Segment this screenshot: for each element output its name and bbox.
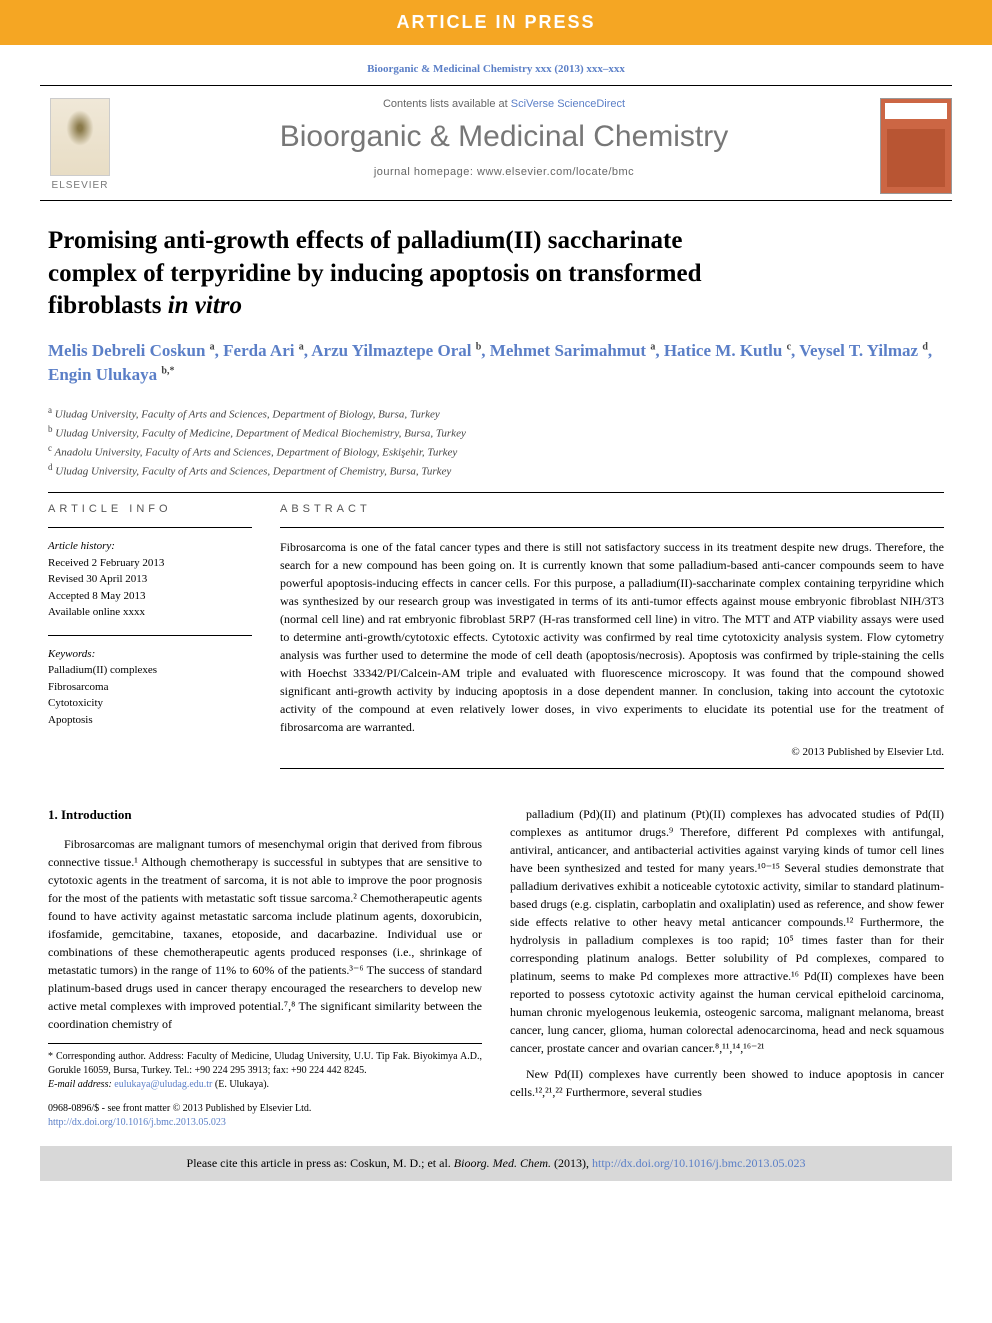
elsevier-label: ELSEVIER [40, 180, 120, 191]
author-email-link[interactable]: eulukaya@uludag.edu.tr [114, 1079, 212, 1090]
article-info-column: ARTICLE INFO Article history: Received 2… [48, 503, 252, 779]
title-line-3-pre: fibroblasts [48, 292, 168, 319]
title-line-3-italic: in vitro [168, 292, 242, 319]
keyword-item: Cytotoxicity [48, 695, 252, 712]
journal-homepage: journal homepage: www.elsevier.com/locat… [140, 166, 868, 178]
article-info-label: ARTICLE INFO [48, 503, 252, 515]
header-center: Contents lists available at SciVerse Sci… [140, 98, 868, 178]
keywords-block: Keywords: Palladium(II) complexes Fibros… [48, 646, 252, 729]
keyword-item: Palladium(II) complexes [48, 662, 252, 679]
history-header: Article history: [48, 538, 252, 555]
keyword-item: Fibrosarcoma [48, 679, 252, 696]
history-online: Available online xxxx [48, 604, 252, 621]
section-heading-intro: 1. Introduction [48, 805, 482, 825]
email-label: E-mail address: [48, 1079, 114, 1090]
intro-paragraph-3: New Pd(II) complexes have currently been… [510, 1065, 944, 1101]
article-in-press-banner: ARTICLE IN PRESS [0, 0, 992, 45]
rule-info-1 [48, 527, 252, 528]
cite-doi-link[interactable]: http://dx.doi.org/10.1016/j.bmc.2013.05.… [592, 1156, 805, 1170]
top-citation: Bioorganic & Medicinal Chemistry xxx (20… [0, 45, 992, 85]
history-revised: Revised 30 April 2013 [48, 571, 252, 588]
keywords-header: Keywords: [48, 646, 252, 663]
journal-name: Bioorganic & Medicinal Chemistry [140, 120, 868, 154]
rule-info-2 [48, 635, 252, 636]
rule-header-bottom [40, 200, 952, 201]
footer-doi-link[interactable]: http://dx.doi.org/10.1016/j.bmc.2013.05.… [48, 1117, 226, 1128]
journal-header: ELSEVIER Contents lists available at Sci… [40, 86, 952, 200]
sciencedirect-link[interactable]: SciVerse ScienceDirect [511, 98, 625, 110]
contents-available-line: Contents lists available at SciVerse Sci… [140, 98, 868, 110]
footnote-email-line: E-mail address: eulukaya@uludag.edu.tr (… [48, 1078, 482, 1092]
rule-above-info [48, 492, 944, 493]
cite-mid: (2013), [551, 1156, 592, 1170]
right-column: palladium (Pd)(II) and platinum (Pt)(II)… [510, 805, 944, 1130]
info-abstract-row: ARTICLE INFO Article history: Received 2… [48, 503, 944, 779]
corresponding-author-footnote: * Corresponding author. Address: Faculty… [48, 1043, 482, 1092]
history-received: Received 2 February 2013 [48, 555, 252, 572]
footer-issn: 0968-0896/$ - see front matter © 2013 Pu… [48, 1102, 482, 1116]
affiliations: a Uludag University, Faculty of Arts and… [48, 404, 944, 481]
intro-paragraph-1: Fibrosarcomas are malignant tumors of me… [48, 835, 482, 1033]
author-list: Melis Debreli Coskun a, Ferda Ari a, Arz… [48, 339, 944, 388]
footnote-corr: * Corresponding author. Address: Faculty… [48, 1050, 482, 1078]
rule-abstract-top [280, 527, 944, 528]
intro-paragraph-2: palladium (Pd)(II) and platinum (Pt)(II)… [510, 805, 944, 1057]
article-main: Promising anti-growth effects of palladi… [0, 225, 992, 1130]
cite-prefix: Please cite this article in press as: Co… [187, 1156, 454, 1170]
abstract-column: ABSTRACT Fibrosarcoma is one of the fata… [280, 503, 944, 779]
cite-journal-abbrev: Bioorg. Med. Chem. [454, 1156, 551, 1170]
elsevier-tree-icon [50, 98, 110, 176]
elsevier-logo: ELSEVIER [40, 98, 120, 191]
body-columns: 1. Introduction Fibrosarcomas are malign… [48, 805, 944, 1130]
article-history: Article history: Received 2 February 201… [48, 538, 252, 621]
keyword-item: Apoptosis [48, 712, 252, 729]
email-suffix: (E. Ulukaya). [212, 1079, 269, 1090]
article-page: ARTICLE IN PRESS Bioorganic & Medicinal … [0, 0, 992, 1323]
abstract-copyright: © 2013 Published by Elsevier Ltd. [280, 746, 944, 758]
homepage-prefix: journal homepage: [374, 166, 477, 178]
title-line-2: complex of terpyridine by inducing apopt… [48, 260, 702, 287]
contents-prefix: Contents lists available at [383, 98, 511, 110]
footer-issn-doi: 0968-0896/$ - see front matter © 2013 Pu… [48, 1102, 482, 1130]
left-column: 1. Introduction Fibrosarcomas are malign… [48, 805, 482, 1130]
title-line-1: Promising anti-growth effects of palladi… [48, 227, 682, 254]
rule-abstract-bottom [280, 768, 944, 769]
abstract-text: Fibrosarcoma is one of the fatal cancer … [280, 538, 944, 736]
journal-cover-thumbnail [880, 98, 952, 194]
history-accepted: Accepted 8 May 2013 [48, 588, 252, 605]
article-title: Promising anti-growth effects of palladi… [48, 225, 944, 323]
homepage-url[interactable]: www.elsevier.com/locate/bmc [477, 166, 634, 178]
please-cite-box: Please cite this article in press as: Co… [40, 1146, 952, 1181]
abstract-label: ABSTRACT [280, 503, 944, 515]
